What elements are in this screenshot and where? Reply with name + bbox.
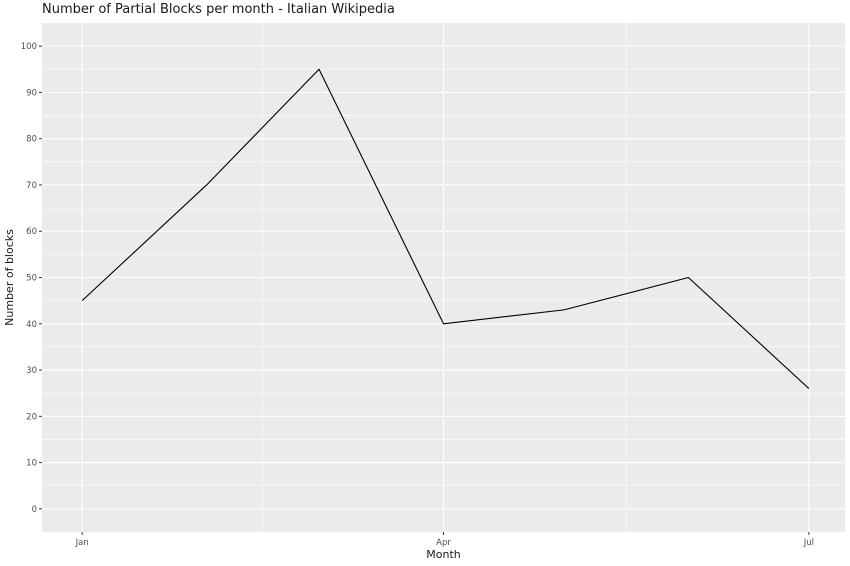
y-tick-label: 70 <box>26 181 37 191</box>
y-tick-label: 10 <box>26 459 37 469</box>
x-tick-label: Apr <box>436 538 451 548</box>
x-tick-label: Jan <box>75 538 89 548</box>
y-tick-label: 60 <box>26 227 37 237</box>
y-tick-label: 90 <box>26 88 37 98</box>
y-tick-label: 0 <box>32 505 37 515</box>
chart-title: Number of Partial Blocks per month - Ita… <box>42 2 395 17</box>
y-tick-label: 50 <box>26 274 37 284</box>
y-tick-label: 100 <box>21 42 37 52</box>
y-axis-title: Number of blocks <box>3 229 16 326</box>
y-tick-label: 30 <box>26 366 37 376</box>
x-axis: Jan Apr Jul <box>75 532 814 548</box>
y-tick-label: 20 <box>26 412 37 422</box>
y-tick-label: 80 <box>26 135 37 145</box>
series-group <box>81 68 810 389</box>
x-axis-title: Month <box>426 548 461 561</box>
series-line <box>81 68 810 389</box>
x-tick-label: Jul <box>803 538 814 548</box>
y-axis: 0 10 20 30 40 50 60 70 80 90 100 <box>21 42 42 515</box>
y-tick-label: 40 <box>26 320 37 330</box>
major-gridlines <box>42 23 845 532</box>
